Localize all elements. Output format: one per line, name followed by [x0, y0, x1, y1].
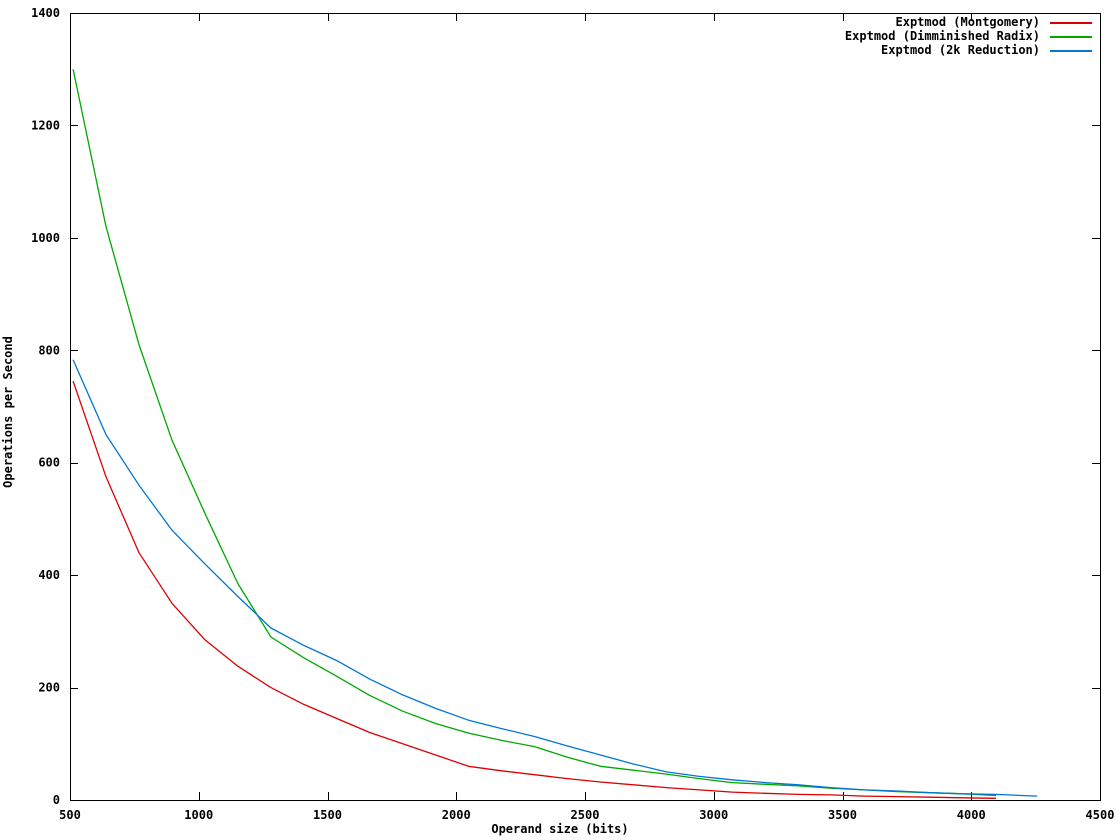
legend-item-dimminished-radix: Exptmod (Dimminished Radix)	[845, 30, 1092, 43]
legend-item-montgomery: Exptmod (Montgomery)	[845, 16, 1092, 29]
svg-text:1200: 1200	[31, 118, 60, 132]
svg-text:600: 600	[38, 456, 60, 470]
svg-text:1500: 1500	[313, 808, 342, 822]
svg-text:800: 800	[38, 343, 60, 357]
svg-text:200: 200	[38, 681, 60, 695]
x-axis-title: Operand size (bits)	[491, 822, 629, 836]
svg-text:0: 0	[53, 793, 60, 807]
legend-line-swatch	[1050, 49, 1092, 52]
legend-item-2k-reduction: Exptmod (2k Reduction)	[845, 44, 1092, 57]
svg-text:500: 500	[59, 808, 81, 822]
svg-text:2000: 2000	[442, 808, 471, 822]
legend-label: Exptmod (Montgomery)	[895, 15, 1041, 29]
legend-line-swatch	[1050, 35, 1092, 38]
legend-line-swatch	[1050, 21, 1092, 24]
svg-text:1400: 1400	[31, 6, 60, 20]
svg-text:1000: 1000	[184, 808, 213, 822]
legend-label: Exptmod (Dimminished Radix)	[844, 29, 1040, 43]
svg-text:3500: 3500	[828, 808, 857, 822]
svg-text:3000: 3000	[699, 808, 728, 822]
y-axis-title: Operations per Second	[1, 336, 15, 488]
legend: Exptmod (Montgomery) Exptmod (Dimminishe…	[845, 16, 1092, 57]
svg-text:4500: 4500	[1086, 808, 1115, 822]
legend-label: Exptmod (2k Reduction)	[881, 43, 1040, 57]
svg-text:2500: 2500	[571, 808, 600, 822]
svg-text:400: 400	[38, 568, 60, 582]
svg-text:1000: 1000	[31, 231, 60, 245]
svg-text:4000: 4000	[957, 808, 986, 822]
